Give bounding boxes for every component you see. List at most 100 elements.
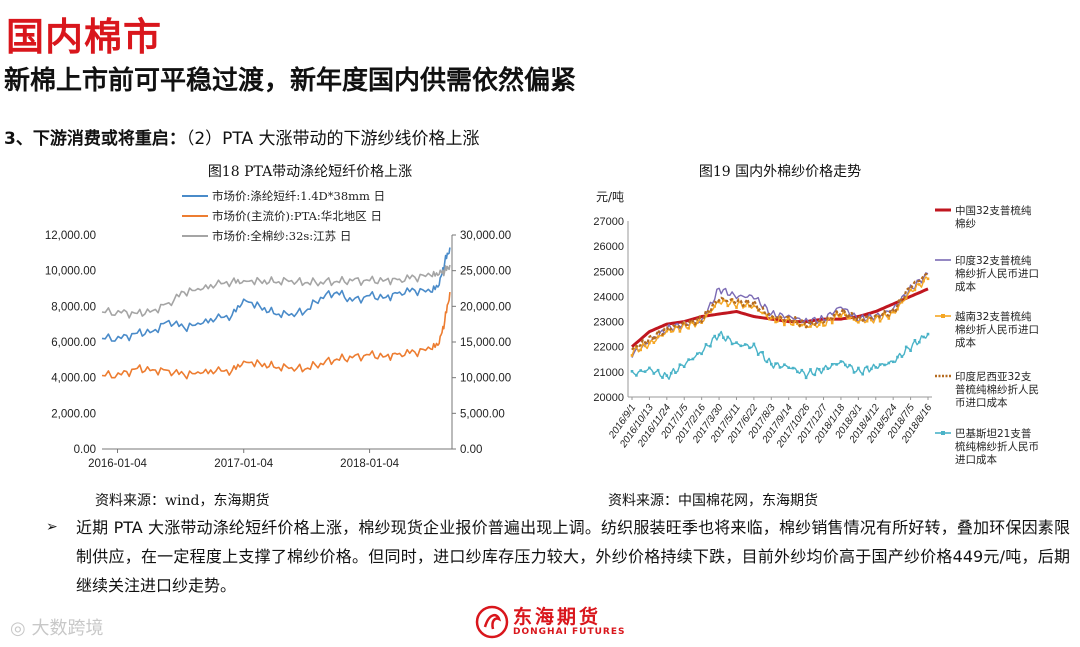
page-title: 国内棉市 <box>6 15 163 59</box>
y-left-tick-label: 6,000.00 <box>51 337 96 349</box>
series-marker <box>752 304 756 308</box>
series-marker <box>752 342 756 346</box>
series-line <box>631 287 929 348</box>
source-right: 资料来源：中国棉花网，东海期货 <box>608 493 818 509</box>
series-marker <box>770 362 773 366</box>
series-marker <box>665 374 669 377</box>
series-marker <box>918 283 921 286</box>
series-marker <box>726 335 730 339</box>
series-marker <box>883 363 886 367</box>
legend-label-line: 成本 <box>955 336 976 349</box>
series-marker <box>656 335 660 338</box>
series-marker <box>900 300 904 304</box>
series-line <box>101 264 451 319</box>
legend-marker <box>941 314 945 318</box>
y-tick-label: 27000 <box>593 216 624 228</box>
series-marker <box>874 315 878 319</box>
y-tick-label: 20000 <box>593 392 624 404</box>
series-line <box>631 272 929 358</box>
series-marker <box>791 366 795 370</box>
series-marker <box>709 344 712 348</box>
series-marker <box>878 363 882 366</box>
legend-label-line: 越南32支普梳纯 <box>955 310 1032 323</box>
section-heading: 3、下游消费或将重启：（2）PTA 大涨带动的下游纱线价格上涨 <box>4 124 480 149</box>
series-marker <box>839 360 843 363</box>
series-marker <box>822 367 825 371</box>
y-right-tick-label: 5,000.00 <box>460 408 505 420</box>
series-marker <box>787 317 790 320</box>
logo-cn: 东海期货 <box>513 606 602 628</box>
series-marker <box>783 363 786 366</box>
y-right-tick-label: 0.00 <box>460 444 482 456</box>
series-marker <box>739 344 743 348</box>
series-marker <box>643 370 647 373</box>
series-marker <box>696 352 699 355</box>
series-marker <box>848 363 851 367</box>
series-marker <box>630 370 634 373</box>
legend-label: 市场价:涤纶短纤:1.4D*38mm 日 <box>212 189 385 203</box>
series-line <box>101 292 451 380</box>
series-marker <box>704 343 708 346</box>
series-marker <box>630 354 634 357</box>
series-marker <box>822 324 825 327</box>
legend-label-line: 印度32支普梳纯 <box>955 254 1032 267</box>
series-marker <box>809 368 812 371</box>
legend-marker <box>941 431 945 435</box>
y-tick-label: 23000 <box>593 317 624 329</box>
legend-label-line: 巴基斯坦21支普 <box>955 427 1031 440</box>
series-marker <box>878 319 882 323</box>
series-marker <box>687 327 690 330</box>
watermark: ◎ 大数跨境 <box>10 614 103 640</box>
series-marker <box>904 296 908 300</box>
legend-label-line: 棉纱 <box>955 217 976 230</box>
bullet-paragraph: ➢ 近期 PTA 大涨带动涤纶短纤价格上涨，棉纱现货企业报价普遍出现上调。纺织服… <box>46 513 1070 600</box>
series-marker <box>691 321 695 324</box>
series-marker <box>674 371 677 374</box>
series-marker <box>669 371 673 375</box>
series-marker <box>678 330 682 333</box>
series-marker <box>678 363 682 366</box>
series-marker <box>674 325 677 328</box>
series-marker <box>652 341 656 344</box>
series-marker <box>722 336 725 339</box>
series-marker <box>682 321 686 325</box>
y-left-tick-label: 4,000.00 <box>51 373 96 385</box>
series-marker <box>722 299 725 302</box>
series-marker <box>709 310 712 314</box>
legend-label: 市场价(主流价):PTA:华北地区 日 <box>212 209 382 223</box>
series-marker <box>926 332 930 336</box>
series-marker <box>904 345 908 349</box>
series-marker <box>817 368 821 371</box>
legend-label-line: 棉纱折人民币进口 <box>955 323 1039 336</box>
series-marker <box>865 319 869 323</box>
y-left-tick-label: 10,000.00 <box>45 266 96 278</box>
y-tick-label: 26000 <box>593 241 624 253</box>
series-marker <box>652 372 656 375</box>
series-marker <box>809 325 812 328</box>
section-prefix: 3、下游消费或将重启： <box>4 129 186 149</box>
series-marker <box>857 366 860 370</box>
series-marker <box>696 321 699 324</box>
series-marker <box>700 352 703 356</box>
series-marker <box>735 306 738 309</box>
series-marker <box>874 366 878 369</box>
series-marker <box>922 279 925 283</box>
y-left-tick-label: 12,000.00 <box>45 230 96 242</box>
series-marker <box>761 351 764 354</box>
series-marker <box>826 367 830 370</box>
section-rest: （2）PTA 大涨带动的下游纱线价格上涨 <box>185 129 480 149</box>
y-left-tick-label: 0.00 <box>74 444 96 456</box>
series-marker <box>887 361 891 365</box>
series-marker <box>804 376 808 380</box>
series-marker <box>896 307 899 311</box>
series-marker <box>735 341 738 344</box>
series-marker <box>639 369 642 372</box>
series-marker <box>661 376 664 379</box>
series-marker <box>774 320 777 324</box>
series-marker <box>717 333 721 337</box>
series-marker <box>682 365 686 368</box>
series-marker <box>791 323 795 326</box>
series-marker <box>839 315 843 318</box>
series-marker <box>800 368 804 372</box>
series-marker <box>756 353 760 356</box>
